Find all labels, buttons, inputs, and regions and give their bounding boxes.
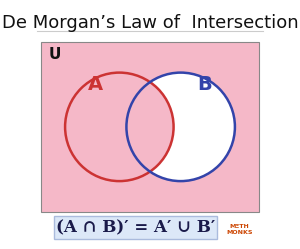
Text: (A ∩ B)′ = A′ ∪ B′: (A ∩ B)′ = A′ ∪ B′ <box>56 219 215 236</box>
Text: U: U <box>49 47 61 62</box>
Text: MΞTH
MONKS: MΞTH MONKS <box>226 224 253 235</box>
Text: De Morgan’s Law of  Intersection: De Morgan’s Law of Intersection <box>2 14 298 32</box>
Text: A: A <box>88 75 103 94</box>
Polygon shape <box>150 73 235 181</box>
FancyBboxPatch shape <box>55 216 217 239</box>
Text: B: B <box>197 75 212 94</box>
FancyBboxPatch shape <box>41 42 259 212</box>
